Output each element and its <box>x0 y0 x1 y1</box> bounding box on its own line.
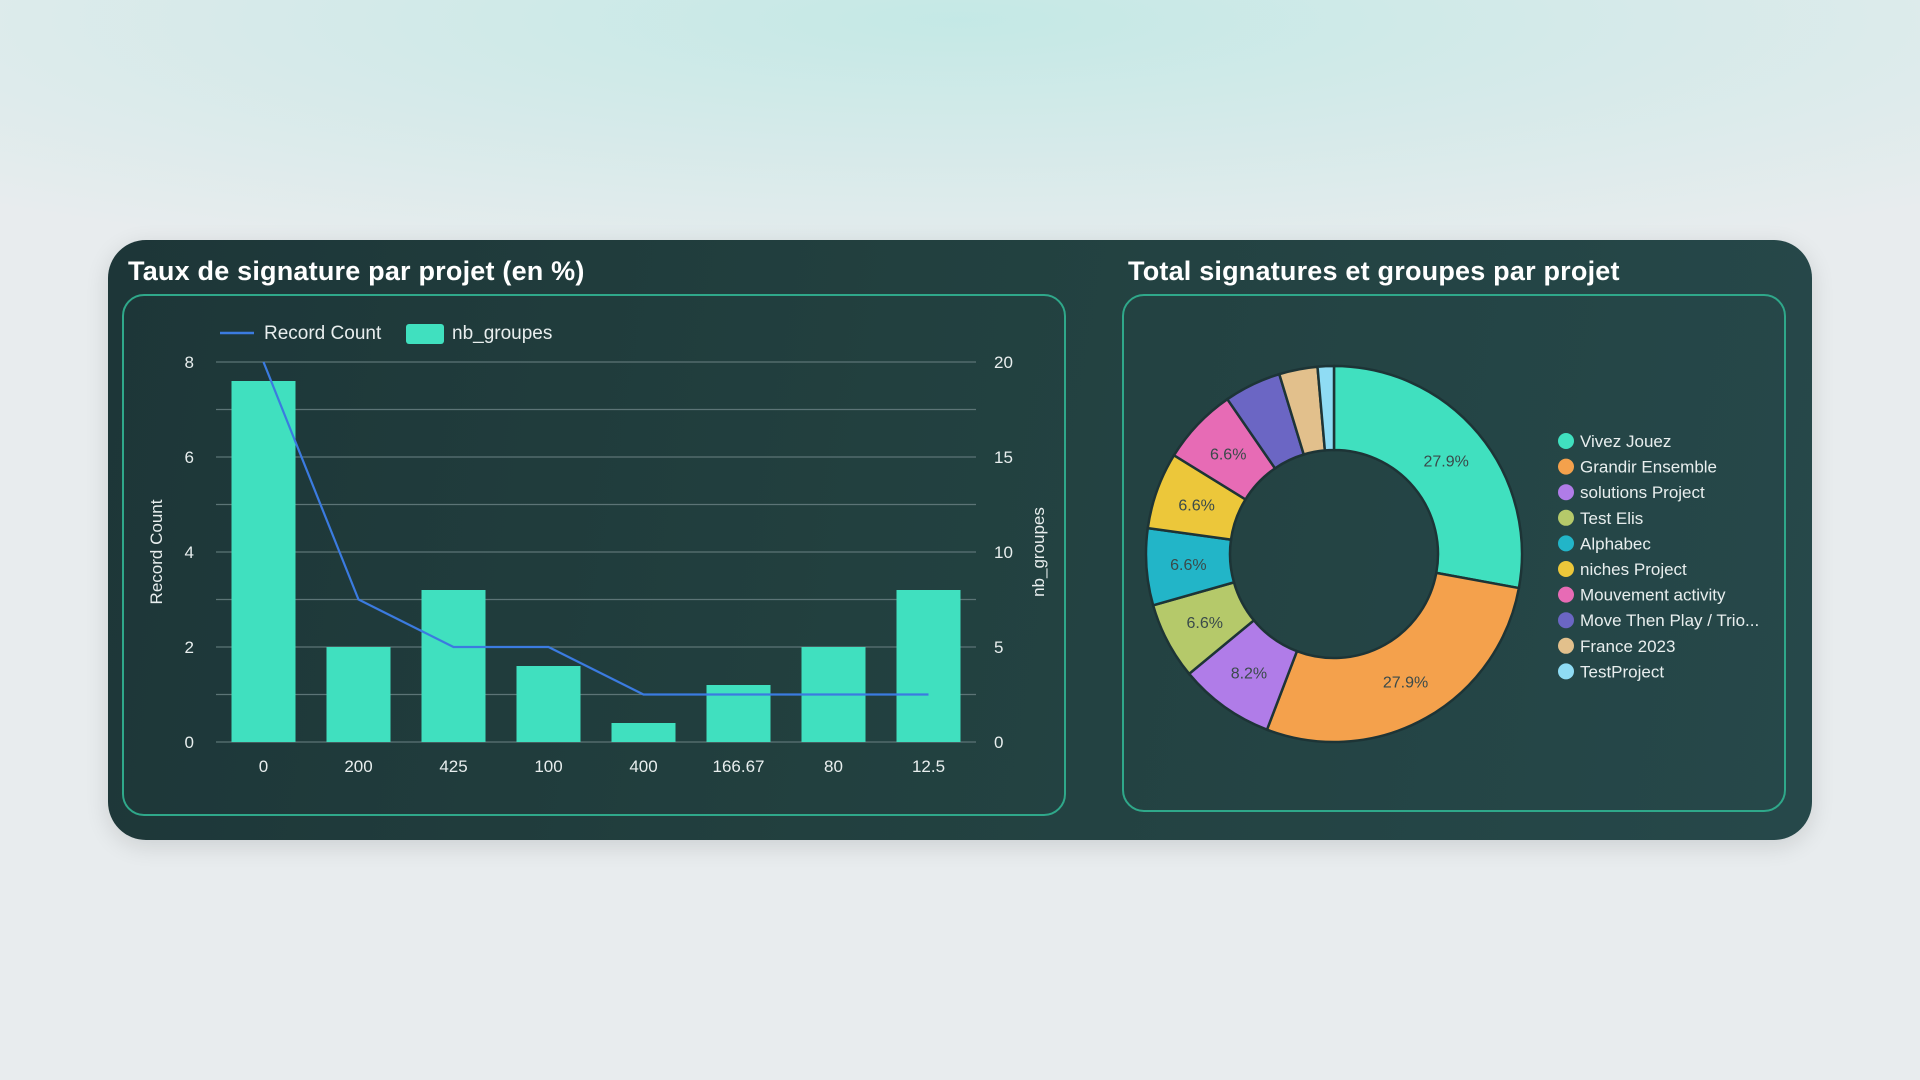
bar-chart-title: Taux de signature par projet (en %) <box>128 256 585 286</box>
bar <box>896 590 961 742</box>
slice-value-label: 6.6% <box>1210 446 1246 463</box>
legend-swatch <box>1558 637 1574 654</box>
y2-tick-label: 10 <box>994 543 1013 562</box>
x-tick-label: 0 <box>259 757 268 776</box>
x-tick-label: 100 <box>534 757 562 776</box>
legend-swatch <box>1558 586 1574 603</box>
bar-chart-panel: 0 2 4 6 8 0 5 10 15 20 Record Count nb_groupes 0 200 4… <box>122 294 1066 816</box>
x-tick-label: 12.5 <box>912 757 945 776</box>
slice-value-label: 27.9% <box>1383 674 1428 691</box>
slice-value-label: 6.6% <box>1178 498 1214 515</box>
legend-swatch <box>1558 509 1574 526</box>
y-tick-label: 4 <box>185 543 194 562</box>
bar <box>516 666 581 742</box>
y2-tick-label: 5 <box>994 638 1003 657</box>
y2-tick-label: 0 <box>994 733 1003 752</box>
dashboard-card: Taux de signature par projet (en %) Tota… <box>108 240 1812 840</box>
slice-value-label: 8.2% <box>1231 666 1267 683</box>
legend-label: Mouvement activity <box>1580 586 1726 605</box>
donut-chart: 27.9% 27.9% 8.2% 6.6% 6.6% 6.6% 6.6% Vivez Joue… <box>1144 364 1759 744</box>
slice-value-label: 27.9% <box>1424 454 1469 471</box>
legend-swatch <box>1558 561 1574 577</box>
pie-chart-title: Total signatures et groupes par projet <box>1128 256 1620 286</box>
legend-label: France 2023 <box>1580 637 1675 656</box>
legend-label: TestProject <box>1580 662 1664 681</box>
legend-swatch <box>1558 663 1574 680</box>
legend-label: Grandir Ensemble <box>1580 458 1717 477</box>
legend-label: nb_groupes <box>452 323 552 344</box>
donut-slice <box>1332 364 1524 590</box>
donut-slice <box>1316 364 1336 452</box>
bar <box>231 381 296 742</box>
bar <box>611 723 676 742</box>
legend-label: Move Then Play / Trio... <box>1580 611 1759 630</box>
y2-tick-label: 15 <box>994 448 1013 467</box>
y-tick-label: 6 <box>185 448 194 467</box>
legend-label: Test Elis <box>1580 509 1643 528</box>
legend-label: Record Count <box>264 323 382 344</box>
legend-swatch <box>1558 484 1574 501</box>
line-series-record-count <box>262 361 929 696</box>
legend-bar-swatch <box>406 324 444 344</box>
y-tick-label: 2 <box>185 638 194 657</box>
y2-tick-label: 20 <box>994 353 1013 372</box>
donut-slice <box>1265 571 1521 744</box>
legend-label: Alphabec <box>1580 534 1651 553</box>
x-tick-label: 425 <box>439 757 467 776</box>
legend-swatch <box>1558 458 1574 475</box>
legend-label: solutions Project <box>1580 483 1705 502</box>
y-tick-label: 0 <box>185 733 194 752</box>
slice-value-label: 6.6% <box>1170 557 1206 574</box>
x-tick-label: 400 <box>629 757 657 776</box>
legend-label: Vivez Jouez <box>1580 432 1671 451</box>
y-tick-label: 8 <box>185 353 194 372</box>
legend-swatch <box>1558 433 1574 449</box>
x-tick-label: 166.67 <box>713 757 765 776</box>
x-tick-label: 200 <box>344 757 372 776</box>
legend-swatch <box>1558 535 1574 552</box>
y-axis-label: Record Count <box>147 499 166 604</box>
pie-chart-panel: 27.9% 27.9% 8.2% 6.6% 6.6% 6.6% 6.6% Vivez Joue… <box>1122 294 1786 812</box>
bar <box>326 647 391 742</box>
slice-value-label: 6.6% <box>1187 615 1223 632</box>
x-tick-label: 80 <box>824 757 843 776</box>
legend-swatch <box>1558 612 1574 629</box>
legend-label: niches Project <box>1580 560 1687 579</box>
bar <box>421 590 486 742</box>
y2-axis-label: nb_groupes <box>1029 507 1048 597</box>
